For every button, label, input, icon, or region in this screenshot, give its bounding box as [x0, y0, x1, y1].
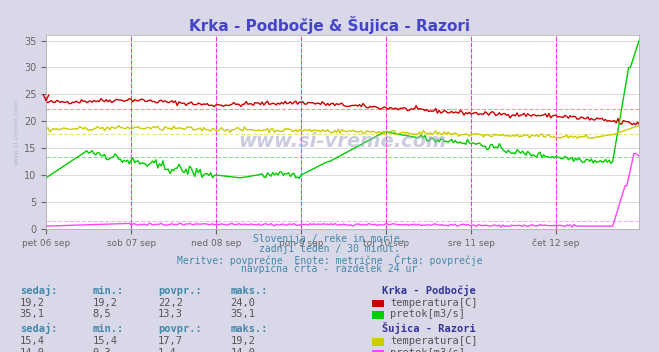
Text: zadnji teden / 30 minut.: zadnji teden / 30 minut.	[259, 244, 400, 254]
Text: 19,2: 19,2	[92, 297, 117, 308]
Text: 1,4: 1,4	[158, 347, 177, 352]
Text: povpr.:: povpr.:	[158, 324, 202, 334]
Text: Meritve: povprečne  Enote: metrične  Črta: povprečje: Meritve: povprečne Enote: metrične Črta:…	[177, 254, 482, 266]
Text: min.:: min.:	[92, 324, 123, 334]
Text: temperatura[C]: temperatura[C]	[390, 336, 478, 346]
Text: 24,0: 24,0	[231, 297, 256, 308]
Text: Slovenija / reke in morje.: Slovenija / reke in morje.	[253, 234, 406, 244]
Text: 35,1: 35,1	[20, 309, 45, 319]
Text: 14,0: 14,0	[231, 347, 256, 352]
Text: 14,0: 14,0	[20, 347, 45, 352]
Text: www.si-vreme.com: www.si-vreme.com	[239, 132, 447, 151]
Text: Šujica - Razori: Šujica - Razori	[382, 322, 476, 334]
Text: 35,1: 35,1	[231, 309, 256, 319]
Text: maks.:: maks.:	[231, 286, 268, 296]
Text: 19,2: 19,2	[231, 336, 256, 346]
Text: maks.:: maks.:	[231, 324, 268, 334]
Text: 13,3: 13,3	[158, 309, 183, 319]
Text: 22,2: 22,2	[158, 297, 183, 308]
Text: Krka - Podbočje: Krka - Podbočje	[382, 285, 476, 296]
Text: pretok[m3/s]: pretok[m3/s]	[390, 309, 465, 319]
Text: navpična črta - razdelek 24 ur: navpična črta - razdelek 24 ur	[241, 264, 418, 274]
Text: pretok[m3/s]: pretok[m3/s]	[390, 347, 465, 352]
Text: 15,4: 15,4	[92, 336, 117, 346]
Text: www.si-vreme.com: www.si-vreme.com	[13, 99, 20, 165]
Text: min.:: min.:	[92, 286, 123, 296]
Text: temperatura[C]: temperatura[C]	[390, 297, 478, 308]
Text: povpr.:: povpr.:	[158, 286, 202, 296]
Text: Krka - Podbočje & Šujica - Razori: Krka - Podbočje & Šujica - Razori	[189, 16, 470, 34]
Text: 15,4: 15,4	[20, 336, 45, 346]
Text: 8,5: 8,5	[92, 309, 111, 319]
Text: sedaj:: sedaj:	[20, 285, 57, 296]
Text: sedaj:: sedaj:	[20, 323, 57, 334]
Text: 0,3: 0,3	[92, 347, 111, 352]
Text: 19,2: 19,2	[20, 297, 45, 308]
Text: 17,7: 17,7	[158, 336, 183, 346]
